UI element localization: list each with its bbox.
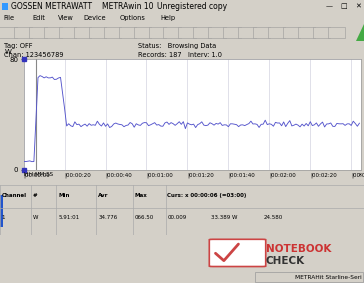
FancyBboxPatch shape — [209, 239, 266, 267]
FancyBboxPatch shape — [14, 27, 32, 38]
FancyBboxPatch shape — [134, 27, 151, 38]
Text: File: File — [4, 15, 15, 22]
FancyBboxPatch shape — [193, 27, 211, 38]
Text: 1: 1 — [2, 215, 5, 220]
Text: W: W — [33, 215, 38, 220]
Text: |00:01:20: |00:01:20 — [187, 172, 214, 178]
Text: 24.580: 24.580 — [264, 215, 283, 220]
Text: |00:00:00: |00:00:00 — [24, 172, 50, 178]
Text: |00:01:40: |00:01:40 — [228, 172, 255, 178]
Text: METRAHit Starline-Seri: METRAHit Starline-Seri — [296, 275, 362, 280]
Text: Device: Device — [84, 15, 106, 22]
Text: 066.50: 066.50 — [135, 215, 154, 220]
FancyBboxPatch shape — [313, 27, 330, 38]
FancyBboxPatch shape — [59, 27, 76, 38]
FancyBboxPatch shape — [253, 27, 270, 38]
Text: Tag: OFF: Tag: OFF — [4, 43, 32, 49]
FancyBboxPatch shape — [283, 27, 300, 38]
Text: Help: Help — [160, 15, 175, 22]
FancyBboxPatch shape — [178, 27, 196, 38]
Text: 00.009: 00.009 — [167, 215, 187, 220]
Text: |00:02:40: |00:02:40 — [351, 172, 364, 178]
Text: CHECK: CHECK — [266, 256, 305, 266]
Text: Records: 187   Interv: 1.0: Records: 187 Interv: 1.0 — [138, 52, 222, 58]
FancyBboxPatch shape — [328, 27, 345, 38]
FancyBboxPatch shape — [149, 27, 166, 38]
Text: |00:02:20: |00:02:20 — [310, 172, 337, 178]
Text: Chan: 123456789: Chan: 123456789 — [4, 52, 63, 58]
Text: Status:   Browsing Data: Status: Browsing Data — [138, 43, 217, 49]
Text: x: x — [359, 172, 361, 177]
Text: Options: Options — [120, 15, 146, 22]
Text: 33.389 W: 33.389 W — [211, 215, 238, 220]
Text: Unregistered copy: Unregistered copy — [157, 2, 227, 11]
FancyBboxPatch shape — [238, 27, 256, 38]
Text: Edit: Edit — [33, 15, 46, 22]
Text: METRAwin 10: METRAwin 10 — [102, 2, 153, 11]
Text: NOTEBOOK: NOTEBOOK — [266, 244, 331, 254]
Text: |00:02:00: |00:02:00 — [269, 172, 296, 178]
Text: □: □ — [340, 3, 347, 9]
Text: —: — — [326, 3, 333, 9]
FancyBboxPatch shape — [163, 27, 181, 38]
Text: W: W — [5, 49, 12, 55]
FancyBboxPatch shape — [104, 27, 121, 38]
Text: Channel: Channel — [2, 193, 27, 198]
Text: H:H:MM:SS: H:H:MM:SS — [24, 172, 54, 177]
Text: Max: Max — [135, 193, 147, 198]
FancyBboxPatch shape — [268, 27, 285, 38]
FancyBboxPatch shape — [223, 27, 241, 38]
Bar — [0, 195, 3, 228]
Text: |00:00:20: |00:00:20 — [64, 172, 91, 178]
FancyBboxPatch shape — [298, 27, 315, 38]
FancyBboxPatch shape — [89, 27, 106, 38]
Text: GOSSEN METRAWATT: GOSSEN METRAWATT — [11, 2, 92, 11]
FancyBboxPatch shape — [29, 27, 47, 38]
Text: 34.776: 34.776 — [98, 215, 118, 220]
Text: |00:00:40: |00:00:40 — [106, 172, 132, 178]
Text: ✕: ✕ — [355, 3, 361, 9]
Text: #: # — [33, 193, 37, 198]
Text: 5.91:01: 5.91:01 — [58, 215, 79, 220]
Text: |00:01:00: |00:01:00 — [146, 172, 173, 178]
FancyBboxPatch shape — [119, 27, 136, 38]
FancyBboxPatch shape — [208, 27, 226, 38]
Polygon shape — [356, 24, 364, 41]
Bar — [2, 3, 8, 10]
Bar — [255, 272, 363, 282]
Text: Min: Min — [58, 193, 70, 198]
Text: Curs: x 00:00:06 (=03:00): Curs: x 00:00:06 (=03:00) — [167, 193, 247, 198]
Text: View: View — [58, 15, 74, 22]
FancyBboxPatch shape — [0, 27, 17, 38]
FancyBboxPatch shape — [74, 27, 91, 38]
FancyBboxPatch shape — [44, 27, 62, 38]
Text: Avr: Avr — [98, 193, 109, 198]
